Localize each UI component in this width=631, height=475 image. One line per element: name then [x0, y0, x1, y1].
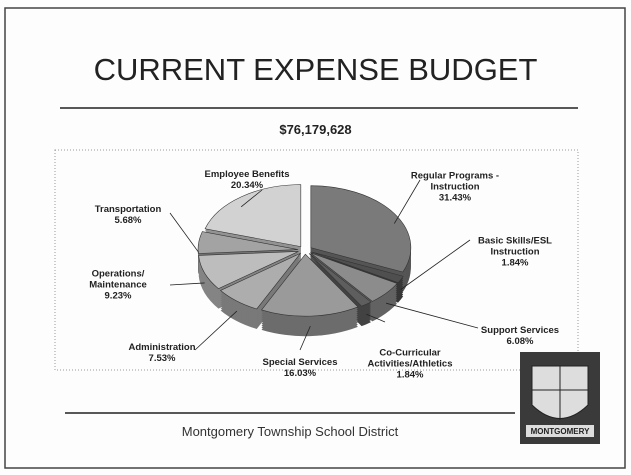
chart-title: CURRENT EXPENSE BUDGET: [93, 52, 538, 87]
value-label: 1.84%: [396, 369, 424, 381]
category-label: Transportation: [94, 204, 162, 215]
leader-line: [385, 302, 479, 329]
slice: [310, 185, 412, 273]
category-label: Special Services: [262, 357, 338, 368]
leader-line: [240, 189, 263, 208]
category-label: Regular Programs - Instruction: [410, 170, 500, 193]
value-label: 1.84%: [501, 257, 529, 269]
value-label: 31.43%: [438, 192, 472, 204]
slice: [197, 231, 299, 254]
leader-line: [169, 212, 200, 253]
slice-label: Special Services 16.03%: [263, 357, 338, 379]
logo-text: MONTGOMERY: [531, 427, 590, 436]
chart-frame: [54, 149, 579, 371]
slide-border: [4, 7, 626, 469]
slice: [220, 252, 301, 310]
slice: [310, 252, 398, 302]
category-label: Administration: [128, 342, 196, 353]
category-label: Employee Benefits: [204, 169, 290, 180]
value-label: 20.34%: [230, 180, 264, 191]
slice-label: Regular Programs - Instruction 31.43%: [411, 171, 499, 204]
logo: MONTGOMERY: [520, 352, 600, 444]
footer: Montgomery Township School District: [181, 424, 399, 439]
value-label: 7.53%: [148, 353, 176, 364]
value-label: 9.23%: [104, 290, 132, 302]
category-label: Support Services: [480, 325, 560, 336]
leader-line: [194, 310, 238, 351]
slice-label: Support Services 6.08%: [481, 325, 559, 347]
leader-line: [299, 325, 311, 351]
leader-line: [169, 282, 205, 286]
slice: [308, 253, 372, 307]
slice-label: Operations/ Maintenance 9.23%: [89, 269, 147, 302]
slice: [198, 251, 299, 290]
slice-label: Co-Curricular Activities/Athletics 1.84%: [368, 348, 453, 381]
slice: [311, 251, 404, 284]
value-label: 5.68%: [114, 215, 142, 226]
leader-line: [400, 239, 471, 290]
slice: [261, 253, 359, 317]
value-label: 16.03%: [283, 368, 317, 379]
slice-label: Basic Skills/ESL Instruction 1.84%: [478, 236, 552, 269]
chart-subtitle: $76,179,628: [279, 122, 352, 137]
slice: [204, 184, 302, 247]
leader-line: [393, 179, 421, 224]
category-label: Operations/ Maintenance: [89, 268, 147, 291]
slice-label: Transportation 5.68%: [95, 204, 162, 226]
slice-label: Employee Benefits 20.34%: [205, 169, 290, 191]
category-label: Co-Curricular Activities/Athletics: [367, 347, 453, 370]
value-label: 6.08%: [506, 336, 534, 347]
slice-label: Administration 7.53%: [128, 342, 195, 364]
category-label: Basic Skills/ESL Instruction: [478, 235, 552, 258]
leader-line: [366, 313, 386, 323]
